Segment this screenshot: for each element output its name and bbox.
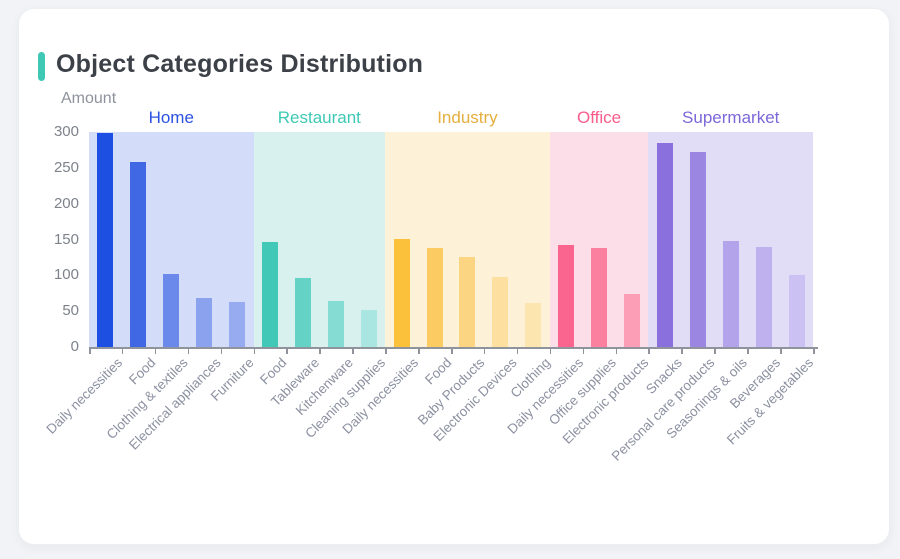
x-axis-line (89, 347, 818, 349)
x-axis-tick (813, 348, 815, 354)
group-header-industry: Industry (437, 108, 498, 127)
x-axis-tick (714, 348, 716, 354)
bar-restaurant-kitchenware[interactable] (327, 301, 344, 347)
chart: Home Daily necessities Food Clothing & text… (19, 9, 891, 546)
bar-industry-clothing[interactable] (525, 303, 542, 347)
x-axis-tick (319, 348, 321, 354)
y-tick-label-150: 150 (53, 230, 79, 248)
x-axis-tick (154, 348, 157, 354)
bar-industry-food[interactable] (426, 248, 443, 347)
y-tick-label-100: 100 (53, 266, 79, 284)
bar-supermarket-beverages[interactable] (755, 247, 772, 347)
x-axis-tick (121, 348, 124, 354)
x-axis-tick (615, 348, 618, 354)
bar-home-food[interactable] (130, 162, 147, 347)
title-accent-bar (38, 52, 45, 81)
x-axis-tick (483, 348, 486, 354)
bar-supermarket-snacks[interactable] (656, 143, 673, 347)
bar-restaurant-food[interactable] (262, 242, 278, 347)
x-axis-tick (352, 348, 354, 354)
bar-supermarket-personal-care-products[interactable] (689, 152, 706, 347)
bar-office-daily-necessities[interactable] (558, 245, 575, 347)
x-axis-tick (89, 348, 91, 354)
group-header-supermarket: Supermarket (682, 108, 780, 127)
bar-home-clothing-textiles[interactable] (163, 274, 180, 347)
bar-restaurant-cleaning-supplies[interactable] (360, 310, 377, 347)
x-axis-tick (418, 348, 420, 354)
x-axis-tick (648, 348, 650, 354)
y-axis-name: Amount (61, 90, 117, 107)
y-tick-label-250: 250 (53, 158, 79, 176)
bar-supermarket-seasonings-oils[interactable] (722, 241, 739, 347)
y-tick-label-50: 50 (62, 302, 79, 320)
chart-card: Object Categories Distribution Amount Ho… (18, 8, 890, 545)
y-tick-label-200: 200 (53, 194, 79, 212)
group-header-office: Office (577, 108, 622, 127)
bar-industry-electronic-devices[interactable] (492, 277, 509, 347)
page-title: Object Categories Distribution (56, 50, 424, 78)
bar-home-electrical-appliances[interactable] (196, 298, 213, 347)
x-axis-tick (187, 348, 190, 354)
x-axis-tick (385, 348, 387, 354)
x-axis-tick (681, 348, 683, 354)
group-header-restaurant: Restaurant (277, 108, 361, 127)
x-axis-tick (516, 348, 519, 354)
x-axis-tick (253, 348, 256, 354)
x-axis-tick (220, 348, 223, 354)
x-axis-tick (780, 348, 782, 354)
bar-industry-baby-products[interactable] (459, 257, 476, 347)
y-tick-label-300: 300 (53, 123, 79, 140)
bar-home-daily-necessities[interactable] (97, 133, 114, 347)
group-header-home: Home (148, 108, 194, 127)
x-axis-tick (747, 348, 749, 354)
bar-supermarket-fruits-vegetables[interactable] (788, 275, 805, 347)
bar-restaurant-tableware[interactable] (294, 278, 311, 347)
x-axis-tick (451, 348, 453, 354)
y-tick-label-0: 0 (70, 338, 79, 355)
bar-home-furniture[interactable] (229, 302, 246, 347)
x-axis-tick (286, 348, 288, 354)
x-axis-tick (582, 348, 585, 354)
bar-industry-daily-necessities[interactable] (393, 239, 410, 347)
bar-office-office-supplies[interactable] (591, 248, 608, 347)
x-axis-tick (549, 348, 552, 354)
bar-office-electronic-products[interactable] (624, 294, 640, 347)
